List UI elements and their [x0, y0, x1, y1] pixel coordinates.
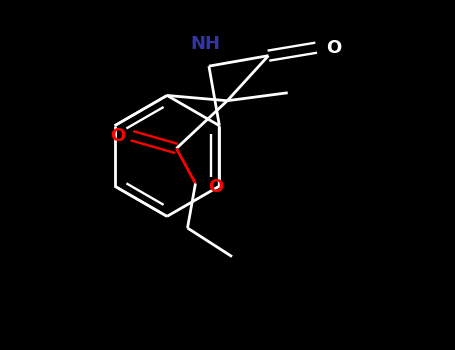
Text: O: O — [326, 39, 341, 57]
Text: O: O — [110, 127, 126, 145]
Text: NH: NH — [191, 35, 221, 54]
Text: O: O — [208, 178, 223, 196]
